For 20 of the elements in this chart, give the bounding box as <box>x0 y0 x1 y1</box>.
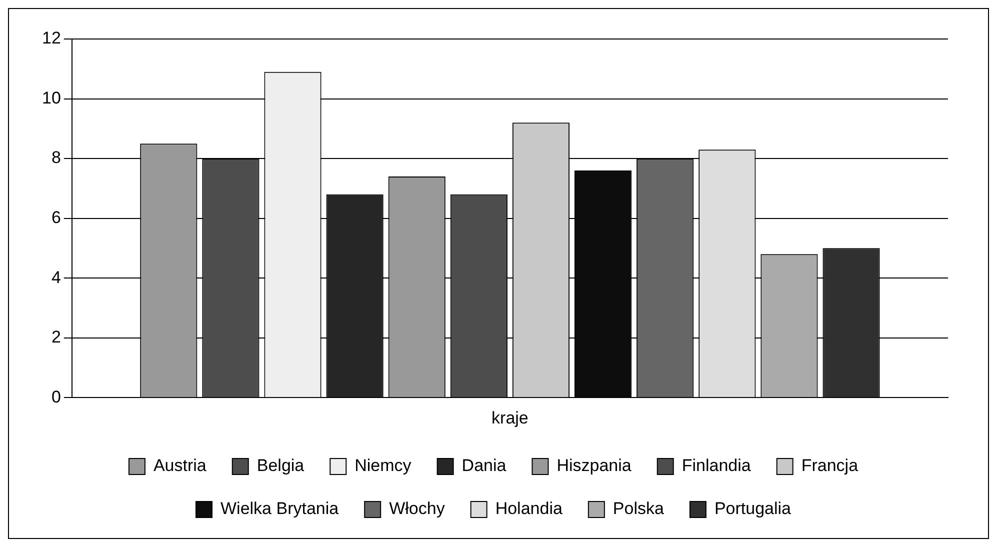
legend-label: Holandia <box>495 499 563 518</box>
legend-label: Hiszpania <box>556 456 632 476</box>
y-tick-label: 12 <box>42 28 61 48</box>
legend-label: Wielka Brytania <box>220 499 340 518</box>
legend-label: Francja <box>801 456 859 476</box>
legend-label: Austria <box>153 456 207 476</box>
y-tick-label: 8 <box>51 148 61 168</box>
y-tick-label: 2 <box>51 328 61 347</box>
legend-label: Dania <box>462 456 507 476</box>
legend-label: Niemcy <box>354 456 412 476</box>
y-tick-label: 6 <box>51 208 61 227</box>
y-tick-label: 4 <box>51 268 61 287</box>
legend-label: Belgia <box>256 456 305 476</box>
legend-label: Portugalia <box>714 499 792 518</box>
x-tick-label: kraje <box>492 408 528 428</box>
y-tick-label: 0 <box>51 387 61 406</box>
y-tick-label: 10 <box>42 88 61 108</box>
legend-label: Polska <box>612 499 664 518</box>
legend-label: Włochy <box>389 499 446 518</box>
legend-label: Finlandia <box>682 456 752 476</box>
